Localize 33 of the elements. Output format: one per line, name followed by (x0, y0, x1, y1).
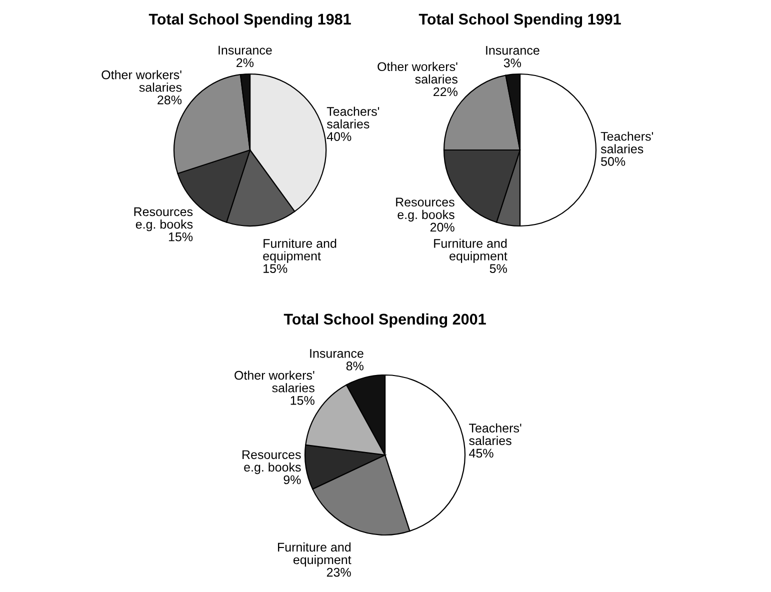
chart-title: Total School Spending 1981 (148, 13, 351, 28)
data-label: 20% (430, 222, 454, 232)
data-label: 22% (434, 87, 458, 96)
slice-label: Teachers' salaries (600, 132, 654, 154)
slice-label: Insurance (310, 349, 364, 358)
slice-label: Furniture and equipment (434, 238, 508, 263)
slice-label: Teachers' salaries (326, 106, 380, 128)
data-label: 3% (504, 58, 522, 68)
slice-label: Other workers' salaries (378, 62, 458, 84)
data-label: 23% (326, 568, 351, 577)
data-label: 5% (490, 264, 507, 273)
data-label: 45% (469, 448, 494, 458)
data-label: 28% (158, 96, 182, 104)
slice-label: Resources e.g. books (134, 207, 193, 232)
chart-title: Total School Spending 1991 (418, 13, 621, 28)
data-label: 2% (236, 58, 254, 68)
data-label: 50% (601, 157, 626, 166)
slice-label: Teachers' salaries (469, 423, 522, 446)
slice-label: Resources e.g. books (396, 198, 454, 222)
data-label: 15% (290, 396, 314, 405)
data-label: 15% (168, 232, 193, 242)
slice-label: Furniture and equipment (278, 542, 352, 567)
data-label: 9% (284, 475, 301, 484)
data-label: 15% (264, 264, 288, 273)
slice-label: Other workers' salaries (102, 70, 182, 92)
slice-label: Insurance (218, 46, 272, 55)
slice-label: Insurance (486, 46, 540, 55)
data-label: 40% (326, 132, 352, 142)
slice-label: Resources e.g. books (242, 450, 301, 474)
slice-label: Other workers' salaries (234, 370, 314, 392)
data-label: 8% (346, 362, 364, 370)
slice-label: Furniture and equipment (263, 238, 336, 263)
chart-title: Total School Spending 2001 (284, 313, 486, 328)
